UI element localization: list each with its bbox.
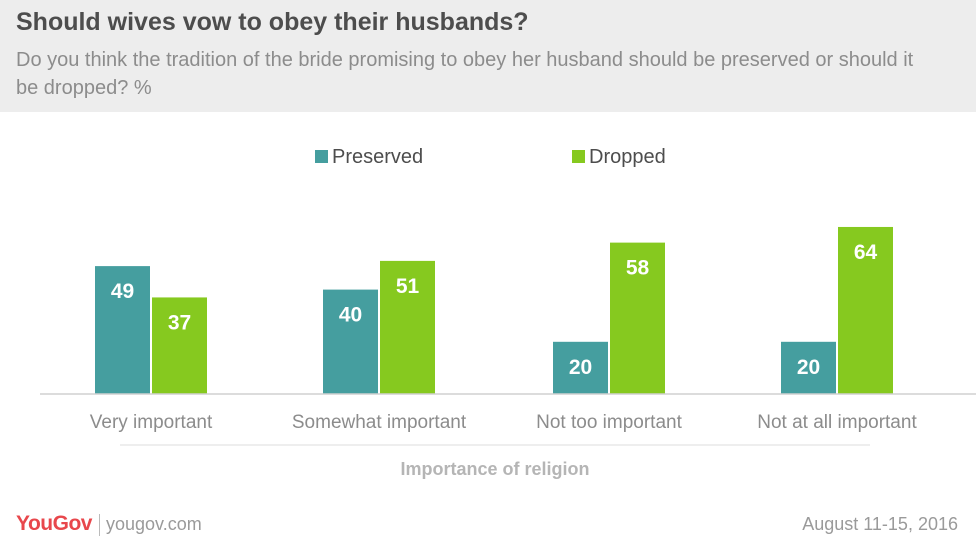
x-tick-label: Not too important [536,412,682,433]
x-axis-label: Importance of religion [400,459,589,479]
x-tick-label: Somewhat important [292,412,467,433]
bar-preserved [781,341,836,394]
bar-chart: Preserved Dropped 49 37 40 51 20 58 20 64 Very i… [40,146,976,479]
x-tick-label: Very important [90,412,213,433]
footer-url: yougov.com [106,514,202,534]
legend-label-preserved: Preserved [332,146,423,168]
bar-value-label: 37 [168,311,191,334]
bar-dropped [152,297,207,394]
bar-value-label: 20 [569,356,592,379]
bar-dropped [610,242,665,394]
chart-subtitle: Do you think the tradition of the bride … [16,49,914,99]
legend: Preserved Dropped [315,146,666,168]
bar-value-label: 49 [111,280,134,303]
bar-value-label: 40 [339,304,362,327]
x-tick-label: Not at all important [757,412,917,433]
legend-label-dropped: Dropped [589,146,666,168]
footer-date: August 11-15, 2016 [802,514,958,534]
bar-dropped [380,260,435,394]
x-tick-labels: Very important Somewhat important Not too … [90,412,918,433]
bar-preserved [553,341,608,394]
bar-value-label: 58 [626,257,650,280]
bar-value-label: 51 [396,275,420,298]
bar-preserved [323,289,378,394]
footer-divider [99,514,100,536]
legend-swatch-dropped [572,150,585,163]
legend-swatch-preserved [315,150,328,163]
bar-dropped [838,226,893,394]
yougov-logo: YouGov [16,512,92,535]
bar-value-label: 20 [797,356,820,379]
header-banner: Should wives vow to obey their husbands?… [0,0,976,112]
bar-value-label: 64 [854,241,878,264]
bar-preserved [95,266,150,394]
bars: 49 37 40 51 20 58 20 64 [95,226,893,394]
chart-title: Should wives vow to obey their husbands? [16,8,529,36]
